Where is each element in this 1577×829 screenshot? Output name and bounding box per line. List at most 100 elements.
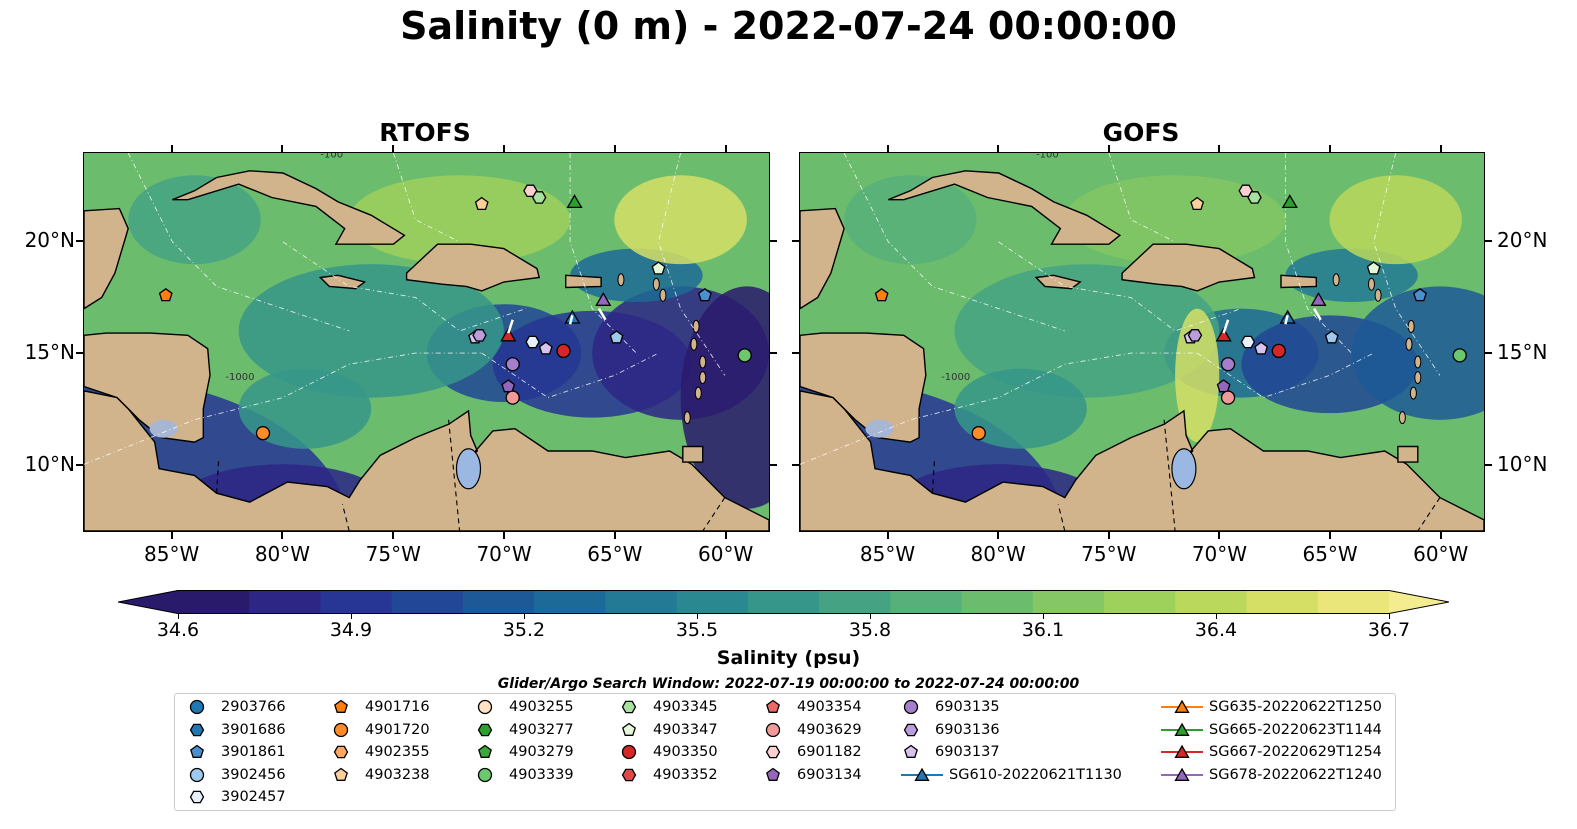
lat-tick-label: 10°N (24, 451, 75, 476)
marker-4903339 (1452, 348, 1467, 363)
legend-item: 4903347 (619, 721, 718, 739)
legend-marker-icon (477, 699, 493, 715)
lat-tick-label: 15°N (24, 340, 75, 365)
tick-mark (997, 145, 1000, 152)
legend-item-label: 3901686 (221, 721, 286, 738)
marker-3901861 (1413, 287, 1427, 302)
legend-marker-icon (334, 699, 348, 713)
colorbar-tick-mark (350, 614, 352, 619)
legend-marker-icon (766, 699, 780, 713)
legend-item: SG678-20220622T1240 (1161, 766, 1382, 784)
legend-item: 4903279 (475, 743, 574, 761)
marker-4903345 (1247, 191, 1262, 204)
legend-item-label: 4902355 (365, 744, 430, 760)
legend-marker-icon (765, 722, 781, 737)
legend-item-label: 4903347 (653, 721, 718, 738)
tick-mark (997, 532, 1000, 539)
lon-tick-label: 80°W (254, 542, 311, 566)
marker-3902456 (609, 330, 624, 344)
legend-marker-icon (903, 723, 919, 736)
tick-mark (1218, 145, 1221, 152)
lat-tick-label: 20°N (1497, 228, 1548, 253)
colorbar-label: Salinity (psu) (716, 647, 861, 669)
marker-6903136 (472, 329, 487, 342)
legend-item: 4902355 (331, 743, 430, 761)
legend-item-label: 4903255 (509, 699, 574, 715)
marker-3902457 (525, 335, 540, 349)
marker-4903238 (474, 196, 489, 211)
tick-mark (392, 532, 395, 539)
tick-mark (503, 145, 506, 152)
legend-item-label: SG678-20220622T1240 (1209, 766, 1382, 783)
legend-item-label: 4903629 (797, 721, 862, 738)
tick-mark (613, 532, 616, 539)
tick-mark (792, 352, 799, 355)
tick-mark (76, 463, 83, 466)
colorbar-tick-label: 36.7 (1367, 619, 1411, 641)
legend-item-label: 4903279 (509, 744, 574, 760)
legend-item: 3902456 (187, 766, 286, 784)
svg-text:-100: -100 (1036, 153, 1059, 160)
colorbar-tick-label: 35.8 (848, 619, 892, 641)
marker-4903345 (531, 191, 547, 204)
colorbar-tick-mark (1388, 614, 1390, 619)
legend-item-label: 2903766 (221, 699, 286, 715)
tick-mark (724, 145, 727, 152)
figure-title: Salinity (0 m) - 2022-07-24 00:00:00 (400, 4, 1177, 48)
marker-4901720 (255, 426, 271, 441)
tick-mark (281, 532, 284, 539)
marker-4903347 (1366, 261, 1381, 275)
legend-item-label: 6903137 (935, 744, 1000, 760)
legend-item-label: 6901182 (797, 744, 862, 760)
legend-item: 4903629 (763, 721, 862, 739)
colorbar (117, 590, 1450, 618)
tick-mark (792, 240, 799, 243)
legend-item: SG667-20220629T1254 (1161, 743, 1382, 761)
colorbar-tick-label: 34.9 (329, 619, 373, 641)
legend-marker-icon (904, 744, 918, 758)
legend-item-label: 4901716 (365, 699, 430, 715)
legend-marker-icon (189, 790, 205, 804)
marker-SG665-20220623T1144 (1281, 194, 1298, 209)
legend-item: 4903350 (619, 743, 718, 761)
colorbar-tick-label: 36.1 (1021, 619, 1065, 641)
tick-mark (170, 145, 173, 152)
legend-item: SG665-20220623T1144 (1161, 721, 1382, 739)
lon-tick-label: 85°W (859, 542, 916, 566)
legend-item: 6901182 (763, 743, 862, 761)
svg-text:-1000: -1000 (225, 372, 254, 383)
legend-marker-icon (901, 767, 943, 781)
legend-item: 4903238 (331, 766, 430, 784)
tick-mark (770, 240, 777, 243)
legend-marker-icon (477, 723, 493, 736)
lon-tick-label: 75°W (1081, 542, 1137, 566)
lon-tick-label: 60°W (1413, 542, 1469, 566)
marker-4903350 (1271, 343, 1286, 359)
svg-text:-100: -100 (320, 153, 343, 160)
legend-item: 4903345 (619, 698, 718, 716)
tick-mark (770, 352, 777, 355)
legend-item: 4903339 (475, 766, 574, 784)
marker-4903629 (1220, 390, 1236, 405)
tick-mark (503, 532, 506, 539)
legend-marker-icon (621, 700, 637, 714)
tick-mark (792, 463, 799, 466)
legend-item: 4903354 (763, 698, 862, 716)
marker-4903350 (556, 343, 571, 359)
legend-item-label: 4903238 (365, 766, 430, 783)
tick-mark (76, 352, 83, 355)
marker-6903136 (1187, 329, 1203, 342)
legend-item: 2903766 (187, 698, 286, 716)
legend-marker-icon (333, 745, 349, 759)
tick-mark (1485, 240, 1492, 243)
lat-tick-label: 10°N (1497, 451, 1548, 476)
marker-SG678-20220622T1240 (595, 292, 612, 306)
tick-mark (1218, 532, 1221, 539)
colorbar-tick-label: 35.5 (675, 619, 719, 641)
tick-mark (1107, 145, 1110, 152)
marker-6903134 (1216, 379, 1231, 393)
lon-tick-label: 80°W (970, 542, 1026, 566)
marker-4903347 (651, 261, 666, 275)
legend: 2903766 3901686 3901861 3902456 3902457 49017… (174, 693, 1396, 811)
tick-mark (392, 145, 395, 152)
